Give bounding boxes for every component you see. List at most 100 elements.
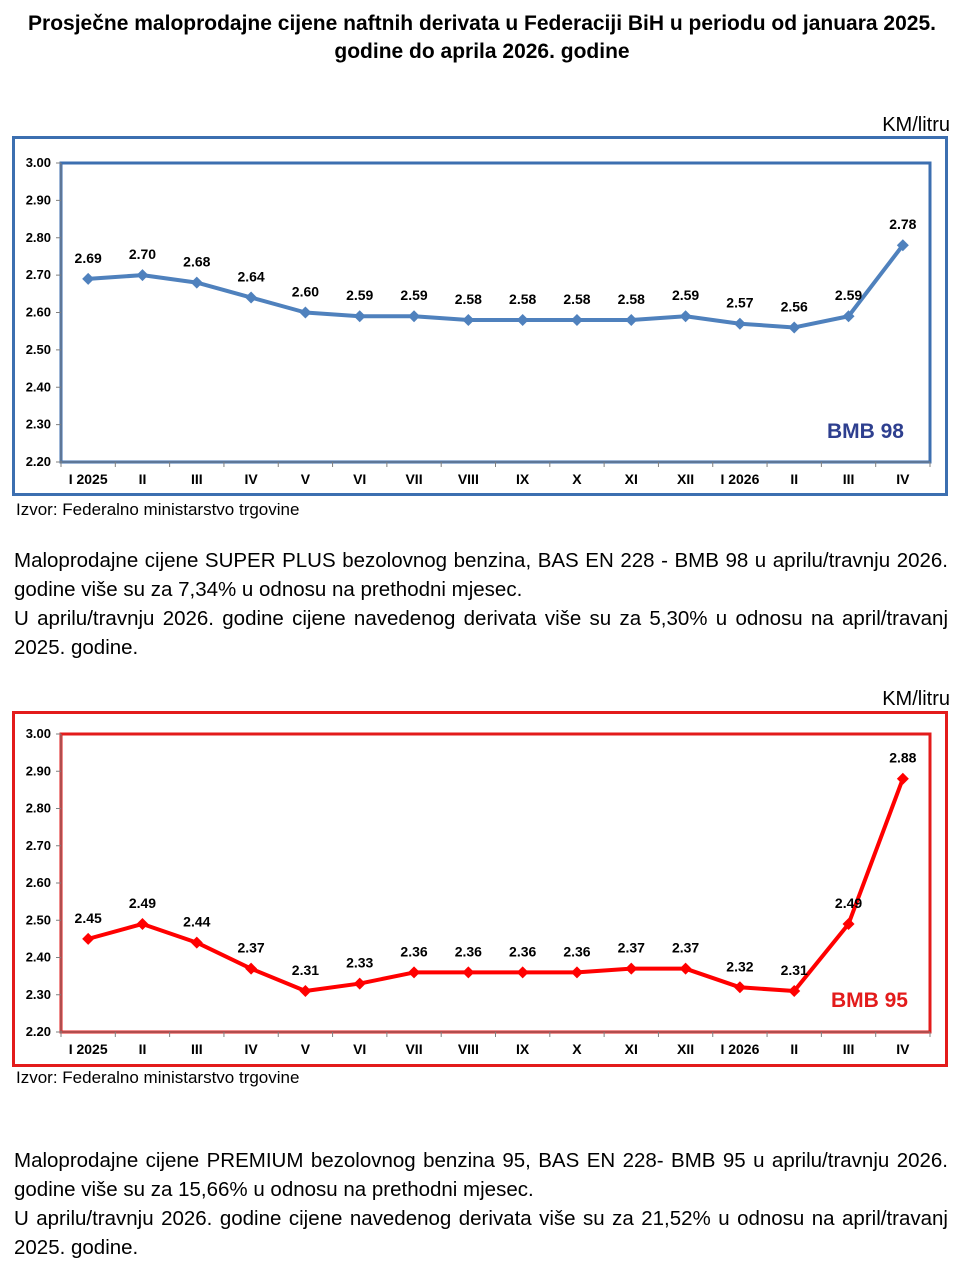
data-point-marker	[82, 272, 95, 285]
paragraph-bmb95: Maloprodajne cijene PREMIUM bezolovnog b…	[14, 1146, 948, 1262]
x-tick-label: IV	[896, 1041, 910, 1057]
data-label: 2.58	[455, 291, 482, 307]
y-tick-label: 3.00	[26, 155, 51, 170]
chart-bmb95: 2.20 2.30 2.40 2.50 2.60 2.70 2.80 2.90 3.00 I 20…	[12, 711, 948, 1067]
data-label: 2.59	[400, 287, 427, 303]
data-label: 2.59	[672, 287, 699, 303]
y-tick-label: 2.40	[26, 950, 51, 965]
data-label: 2.70	[129, 246, 156, 262]
source-note-2: Izvor: Federalno ministarstvo trgovine	[16, 1068, 300, 1087]
page-title: Prosječne maloprodajne cijene naftnih de…	[28, 12, 936, 63]
data-label: 2.32	[726, 958, 753, 974]
data-label: 2.57	[726, 295, 753, 311]
data-label: 2.58	[509, 291, 536, 307]
y-tick-label: 2.20	[26, 454, 51, 469]
y-tick-label: 2.80	[26, 230, 51, 245]
data-point-marker	[136, 917, 149, 930]
data-point-marker	[570, 313, 583, 326]
x-tick-label: XI	[625, 1041, 638, 1057]
y-tick-label: 2.40	[26, 379, 51, 394]
x-tick-label: VII	[405, 1041, 422, 1057]
data-label: 2.64	[237, 269, 264, 285]
x-tick-label: V	[301, 471, 311, 487]
y-tick-label: 2.60	[26, 875, 51, 890]
data-point-marker	[245, 962, 258, 975]
y-tick-label: 2.90	[26, 763, 51, 778]
data-label: 2.88	[889, 750, 916, 766]
data-label: 2.33	[346, 955, 373, 971]
chart-svg: 2.20 2.30 2.40 2.50 2.60 2.70 2.80 2.90 3.00 I 20…	[12, 136, 948, 496]
data-point-marker	[408, 310, 421, 323]
data-point-marker	[788, 321, 801, 334]
y-tick-label: 2.20	[26, 1024, 51, 1039]
x-tick-label: X	[572, 471, 582, 487]
paragraph-bmb98: Maloprodajne cijene SUPER PLUS bezolovno…	[14, 546, 948, 662]
y-tick-label: 2.30	[26, 987, 51, 1002]
x-tick-label: VII	[405, 471, 422, 487]
x-tick-label: III	[843, 471, 855, 487]
paragraph-bmb98-change-year: U aprilu/travnju 2026. godine cijene nav…	[14, 607, 948, 659]
source-note-1: Izvor: Federalno ministarstvo trgovine	[16, 500, 300, 519]
x-tick-label: I 2025	[69, 1041, 108, 1057]
data-label: 2.31	[781, 962, 808, 978]
data-label: 2.69	[75, 250, 102, 266]
series-label: BMB 98	[827, 420, 904, 443]
data-point-marker	[408, 966, 421, 979]
unit-label-2: KM/litru	[882, 688, 950, 710]
y-tick-label: 2.50	[26, 342, 51, 357]
data-point-marker	[625, 962, 638, 975]
y-tick-label: 3.00	[26, 726, 51, 741]
x-tick-label: I 2025	[69, 471, 108, 487]
data-point-marker	[353, 310, 366, 323]
data-label: 2.37	[237, 940, 264, 956]
data-point-marker	[190, 276, 203, 289]
data-label: 2.68	[183, 254, 210, 270]
data-point-marker	[299, 985, 312, 998]
data-label: 2.37	[618, 940, 645, 956]
data-label: 2.36	[455, 943, 482, 959]
series-line	[87, 777, 905, 994]
x-tick-label: IV	[896, 471, 910, 487]
data-label: 2.59	[346, 287, 373, 303]
data-label: 2.60	[292, 284, 319, 300]
data-point-marker	[462, 966, 475, 979]
x-tick-label: XII	[677, 471, 694, 487]
x-tick-label: VI	[353, 1041, 366, 1057]
x-tick-label: VIII	[458, 471, 479, 487]
data-point-marker	[896, 239, 909, 252]
x-tick-label: II	[790, 1041, 798, 1057]
data-point-marker	[516, 966, 529, 979]
y-tick-label: 2.30	[26, 417, 51, 432]
series-line	[88, 244, 905, 330]
x-tick-label: III	[191, 471, 203, 487]
data-label: 2.37	[672, 940, 699, 956]
data-point-marker	[190, 936, 203, 949]
data-label: 2.45	[75, 910, 102, 926]
y-tick-label: 2.70	[26, 267, 51, 282]
y-tick-label: 2.50	[26, 912, 51, 927]
data-label: 2.78	[889, 216, 916, 232]
x-tick-label: V	[301, 1041, 311, 1057]
data-point-marker	[679, 962, 692, 975]
y-tick-label: 2.90	[26, 192, 51, 207]
x-tick-label: III	[843, 1041, 855, 1057]
x-tick-label: II	[139, 471, 147, 487]
data-point-marker	[570, 966, 583, 979]
paragraph-bmb98-change-month: Maloprodajne cijene SUPER PLUS bezolovno…	[14, 549, 948, 601]
x-tick-label: III	[191, 1041, 203, 1057]
chart-bmb98: 2.20 2.30 2.40 2.50 2.60 2.70 2.80 2.90 3.00 I 20…	[12, 136, 948, 496]
data-label: 2.36	[400, 943, 427, 959]
data-point-marker	[136, 269, 149, 282]
data-point-marker	[788, 985, 801, 998]
x-tick-label: X	[572, 1041, 582, 1057]
x-tick-label: XI	[625, 471, 638, 487]
x-tick-label: XII	[677, 1041, 694, 1057]
data-label: 2.56	[781, 298, 808, 314]
data-point-marker	[353, 977, 366, 990]
y-tick-label: 2.60	[26, 305, 51, 320]
data-label: 2.36	[509, 943, 536, 959]
x-tick-label: I 2026	[720, 471, 759, 487]
chart-outer-frame	[12, 136, 948, 496]
x-tick-label: IX	[516, 471, 530, 487]
data-label: 2.36	[563, 943, 590, 959]
